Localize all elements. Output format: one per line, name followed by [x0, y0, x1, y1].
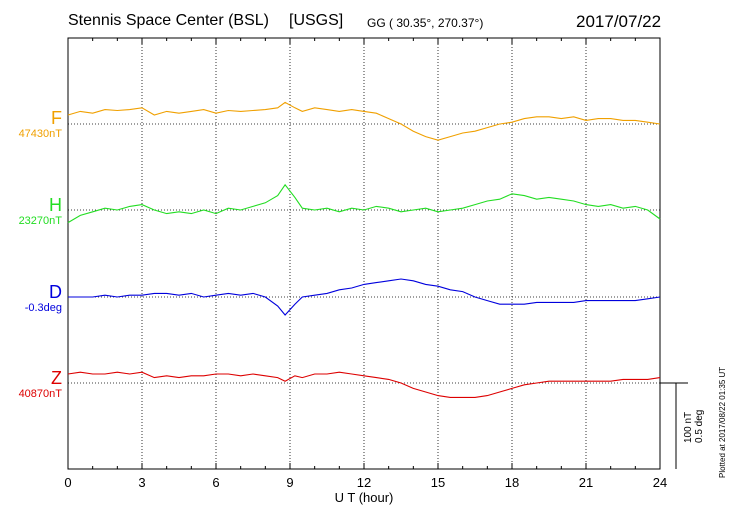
station-title: Stennis Space Center (BSL) — [68, 12, 269, 29]
x-tick-label: 3 — [138, 475, 145, 490]
channel-h-letter: H — [49, 195, 62, 215]
channel-z-label: Z 40870nT — [19, 368, 62, 401]
channel-d-letter: D — [49, 282, 62, 302]
channel-z-letter: Z — [51, 368, 62, 388]
x-tick-label: 15 — [431, 475, 445, 490]
channel-f-baseline: 47430nT — [18, 128, 62, 140]
scale-deg-label: 0.5 deg — [694, 410, 705, 443]
channel-f-letter: F — [51, 108, 62, 128]
series-d-line — [68, 278, 661, 316]
channel-d-label: D -0.3deg — [25, 282, 62, 315]
geographic-coords: GG ( 30.35°, 270.37°) — [367, 16, 484, 30]
date-label: 2017/07/22 — [576, 12, 662, 31]
channel-z-baseline: 40870nT — [18, 388, 62, 400]
scale-nt-label: 100 nT — [683, 412, 694, 443]
x-tick-label: 9 — [286, 475, 293, 490]
x-tick-label: 12 — [357, 475, 371, 490]
x-tick-label: 18 — [505, 475, 519, 490]
plotted-at-note: Plotted at 2017/08/22 01:35 UT — [718, 367, 727, 478]
channel-f-label: F 47430nT — [19, 108, 62, 141]
series-f-line — [67, 101, 661, 141]
x-tick-label: 21 — [579, 475, 593, 490]
channel-h-label: H 23270nT — [19, 195, 62, 228]
series-z-line — [67, 371, 661, 398]
series-h-line — [67, 183, 661, 224]
x-tick-label: 24 — [653, 475, 667, 490]
channel-h-baseline: 23270nT — [18, 215, 62, 227]
x-axis-label: U T (hour) — [335, 490, 394, 505]
x-tick-label: 0 — [64, 475, 71, 490]
agency-label: [USGS] — [289, 12, 344, 29]
x-tick-label: 6 — [212, 475, 219, 490]
channel-d-baseline: -0.3deg — [24, 302, 62, 314]
